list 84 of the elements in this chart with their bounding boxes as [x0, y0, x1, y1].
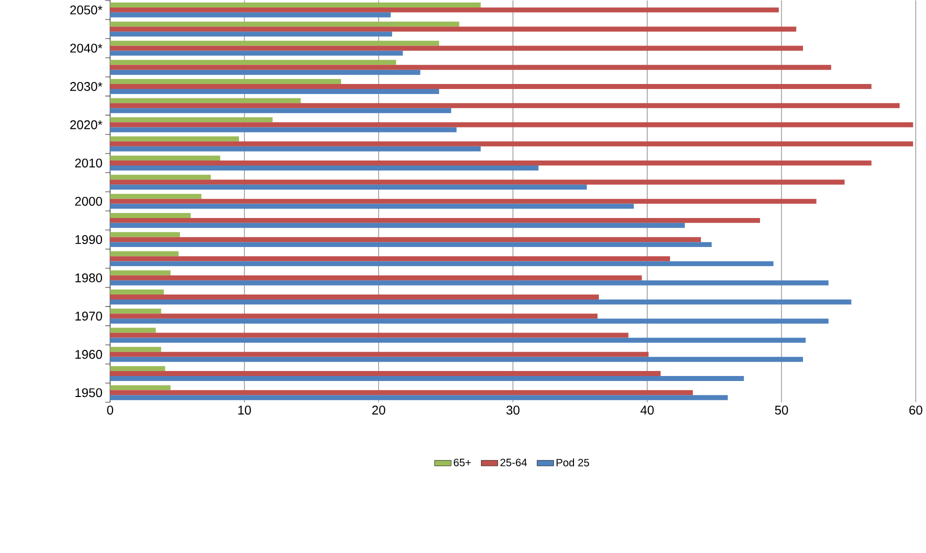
bar	[110, 136, 240, 142]
x-tick-label: 40	[640, 405, 654, 414]
bar	[110, 294, 599, 300]
bar	[110, 46, 803, 51]
y-tick-label: 2020*	[70, 120, 102, 130]
bar	[110, 88, 440, 94]
x-tick-label: 10	[238, 405, 251, 414]
legend-label: Pod 25	[556, 458, 590, 466]
bar	[110, 346, 162, 352]
bar	[110, 328, 156, 333]
bar	[110, 108, 452, 113]
bar	[110, 308, 162, 314]
y-tick-label: 2030*	[70, 82, 102, 91]
y-tick-label: 1970	[75, 311, 102, 320]
legend-label: 25-64	[500, 458, 527, 466]
bar	[110, 60, 396, 65]
x-tick-label: 20	[372, 405, 386, 414]
bar	[110, 78, 342, 84]
bar	[110, 270, 171, 276]
bar	[110, 313, 598, 318]
bar	[110, 289, 164, 294]
bar	[110, 394, 728, 400]
bar	[110, 179, 845, 184]
bar	[110, 318, 828, 324]
bar	[110, 12, 391, 18]
bar	[110, 21, 460, 26]
y-tick-label: 1980	[75, 273, 102, 282]
bar	[110, 299, 852, 304]
bar	[110, 98, 301, 103]
bar	[110, 31, 392, 36]
bar	[110, 338, 806, 343]
x-tick-label: 30	[506, 405, 520, 414]
bar	[110, 352, 649, 357]
bar	[110, 165, 538, 170]
y-tick-label: 1960	[75, 350, 102, 359]
bar	[110, 141, 914, 146]
bar	[110, 242, 712, 247]
y-tick-label: 1950	[75, 388, 102, 397]
bar	[110, 204, 634, 209]
bar	[110, 218, 760, 223]
bar	[110, 26, 796, 32]
bar	[110, 198, 816, 204]
bar	[110, 2, 481, 8]
y-tick-label: 2050*	[70, 5, 102, 14]
bar	[110, 50, 403, 56]
bar	[110, 275, 642, 280]
bar	[110, 236, 701, 242]
bar	[110, 194, 202, 199]
bar	[110, 256, 670, 261]
bar	[110, 64, 832, 70]
x-tick-label: 60	[909, 405, 922, 414]
bar	[110, 122, 914, 128]
bar	[110, 356, 803, 362]
bar	[110, 332, 628, 338]
bar	[110, 184, 587, 190]
bar	[110, 390, 693, 395]
y-tick-label: 2000	[75, 196, 102, 206]
bar	[110, 155, 220, 160]
bar	[110, 160, 872, 166]
bar	[110, 376, 744, 381]
bar	[110, 70, 420, 75]
bar	[110, 280, 828, 286]
bar	[110, 212, 191, 218]
bar	[110, 117, 273, 122]
bar	[110, 385, 171, 390]
bar	[110, 174, 211, 180]
x-tick-label: 0	[107, 405, 114, 414]
y-tick-label: 1990	[75, 234, 102, 244]
bar	[110, 84, 872, 89]
y-tick-label: 2040*	[70, 44, 102, 52]
bar	[110, 7, 779, 12]
legend-label: 65+	[454, 458, 471, 466]
bar	[110, 127, 457, 132]
bar	[110, 366, 166, 371]
bar	[110, 40, 440, 46]
bar	[110, 251, 179, 256]
y-tick-label: 2010	[75, 158, 102, 168]
bar	[110, 261, 774, 266]
bar	[110, 222, 685, 228]
bar	[110, 102, 900, 108]
bar	[110, 146, 481, 152]
x-tick-label: 50	[774, 405, 788, 414]
bar	[110, 232, 180, 237]
bar	[110, 370, 661, 376]
